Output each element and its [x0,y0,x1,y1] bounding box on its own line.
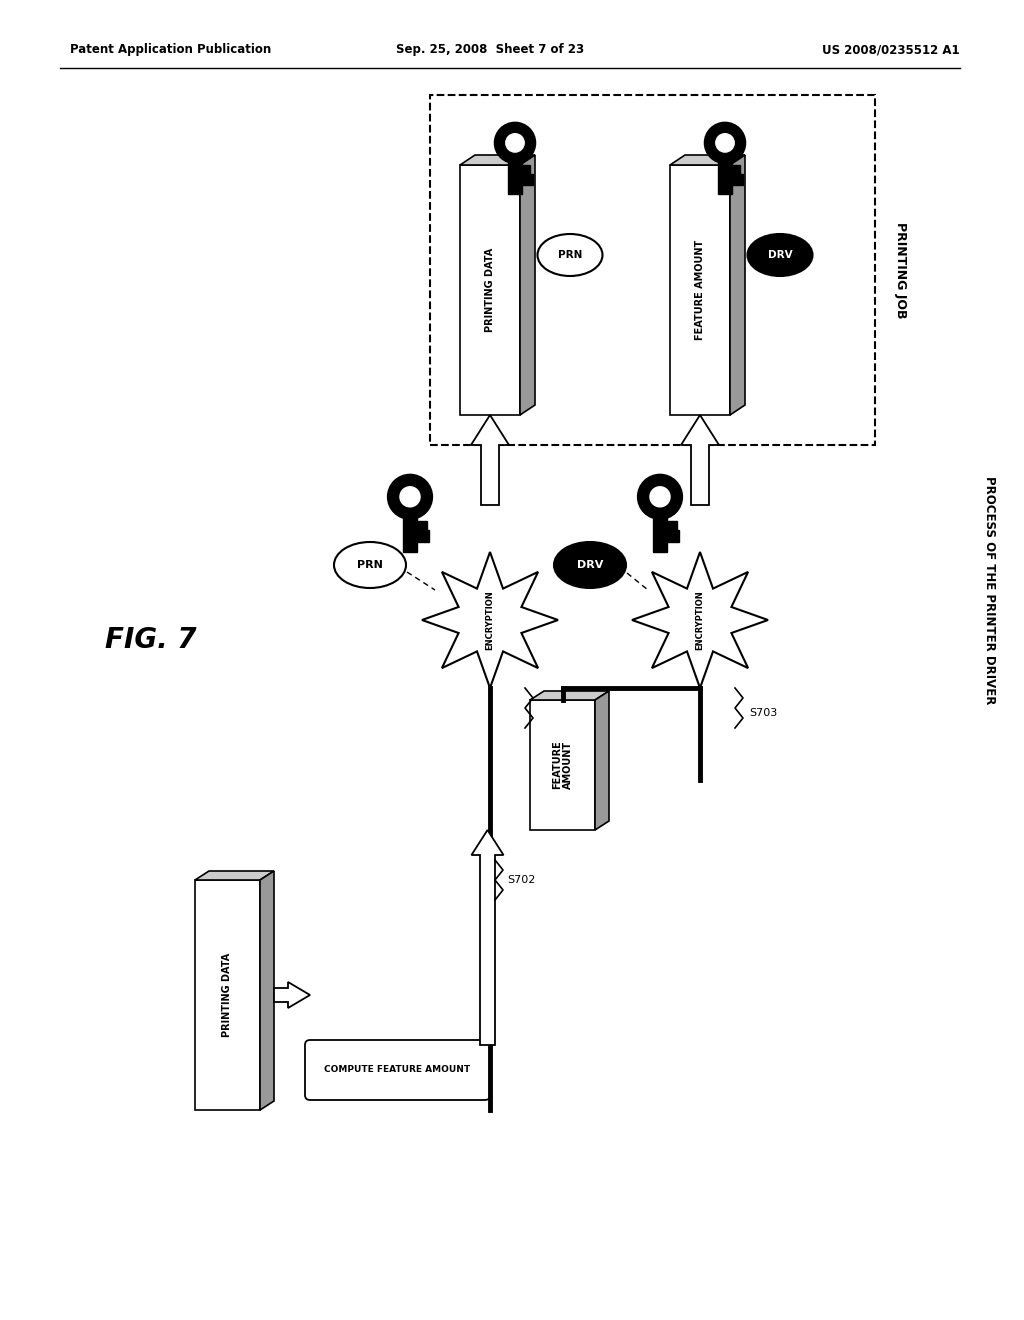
Polygon shape [417,521,427,533]
Circle shape [638,474,682,519]
Text: FEATURE
AMOUNT: FEATURE AMOUNT [552,741,573,789]
Polygon shape [460,154,535,165]
Text: ENCRYPTION: ENCRYPTION [485,590,495,649]
Polygon shape [632,552,768,688]
Polygon shape [520,154,535,414]
Polygon shape [422,552,558,688]
Text: FEATURE AMOUNT: FEATURE AMOUNT [695,240,705,341]
Polygon shape [471,830,504,1045]
Text: COMPUTE FEATURE AMOUNT: COMPUTE FEATURE AMOUNT [325,1065,471,1074]
Polygon shape [521,174,532,185]
Polygon shape [471,414,509,506]
Text: Sep. 25, 2008  Sheet 7 of 23: Sep. 25, 2008 Sheet 7 of 23 [396,44,584,57]
Ellipse shape [538,234,602,276]
Polygon shape [653,510,668,552]
Text: DRV: DRV [577,560,603,570]
Polygon shape [417,531,429,543]
Text: US 2008/0235512 A1: US 2008/0235512 A1 [822,44,961,57]
Polygon shape [260,871,274,1110]
Text: PROCESS OF THE PRINTER DRIVER: PROCESS OF THE PRINTER DRIVER [983,475,996,704]
Polygon shape [668,531,679,543]
Text: FIG. 7: FIG. 7 [105,626,197,653]
Polygon shape [670,165,730,414]
Text: PRINTING JOB: PRINTING JOB [894,222,906,318]
Polygon shape [681,414,719,506]
FancyBboxPatch shape [305,1040,490,1100]
Ellipse shape [334,543,406,587]
Polygon shape [402,510,417,552]
Text: PRN: PRN [558,249,583,260]
Text: S701: S701 [539,708,567,718]
Text: PRINTING DATA: PRINTING DATA [222,953,232,1038]
Circle shape [495,123,536,164]
Circle shape [650,487,670,507]
Circle shape [716,133,734,152]
Polygon shape [719,154,731,194]
Text: ENCRYPTION: ENCRYPTION [695,590,705,649]
Text: PRINTING DATA: PRINTING DATA [485,248,495,333]
Text: DRV: DRV [768,249,793,260]
Polygon shape [460,165,520,414]
Polygon shape [530,690,609,700]
Ellipse shape [748,234,812,276]
Polygon shape [508,154,521,194]
Polygon shape [195,871,274,880]
Text: Patent Application Publication: Patent Application Publication [70,44,271,57]
Polygon shape [195,880,260,1110]
Polygon shape [731,174,742,185]
Text: S703: S703 [749,708,777,718]
Circle shape [400,487,420,507]
Polygon shape [530,700,595,830]
Ellipse shape [554,543,626,587]
Polygon shape [521,165,530,176]
Polygon shape [595,690,609,830]
Text: S702: S702 [507,875,536,884]
Polygon shape [731,165,740,176]
Polygon shape [730,154,745,414]
Polygon shape [274,982,310,1008]
Polygon shape [668,521,677,533]
Text: PRN: PRN [357,560,383,570]
Circle shape [506,133,524,152]
Circle shape [387,474,432,519]
Polygon shape [670,154,745,165]
Circle shape [705,123,745,164]
